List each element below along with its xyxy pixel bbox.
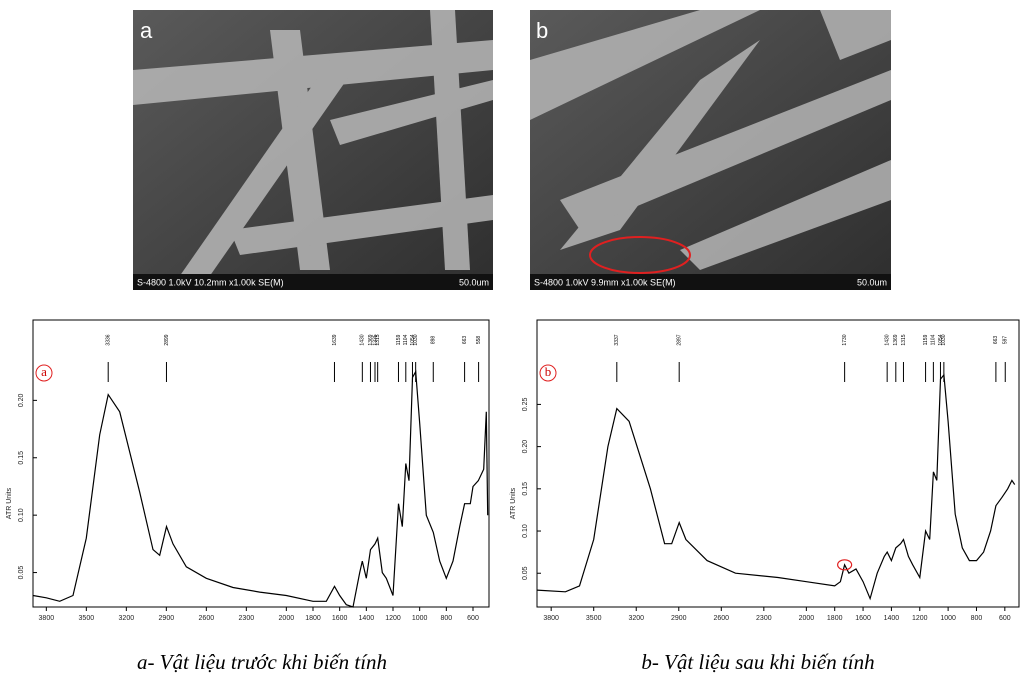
x-tick-label: 1200 [912,615,928,622]
x-tick-label: 1800 [827,615,843,622]
x-tick-label: 2600 [714,615,730,622]
x-tick-label: 1000 [412,615,428,622]
x-tick-label: 2000 [279,615,295,622]
plot-frame [32,319,490,608]
x-tick-label: 2300 [239,615,255,622]
x-tick-label: 2300 [756,615,772,622]
y-tick-label: 0.25 [522,397,529,411]
panel-label: a [41,364,47,379]
y-tick-label: 0.15 [522,482,529,496]
peak-label: 3337 [614,334,620,345]
y-tick-label: 0.20 [522,440,529,454]
x-tick-label: 3200 [119,615,135,622]
peak-label: 2897 [677,334,683,345]
peak-label: 1104 [403,334,409,345]
y-tick-label: 0.10 [18,508,25,522]
y-axis-label: ATR Units [510,487,517,519]
x-tick-label: 1600 [855,615,871,622]
peak-label: 1730 [842,334,848,345]
x-tick-label: 3500 [79,615,95,622]
x-tick-label: 1200 [385,615,401,622]
peak-label: 597 [1003,336,1009,345]
x-tick-label: 600 [999,615,1011,622]
x-tick-label: 1800 [305,615,321,622]
x-tick-label: 1400 [884,615,900,622]
x-tick-label: 2000 [799,615,815,622]
spectrum-line [32,369,489,608]
sem-scale: 50.0um [857,277,887,287]
peak-label: 1104 [931,334,937,345]
sem-info: S-4800 1.0kV 9.9mm x1.00k SE(M) [534,277,676,287]
caption: b- Vật liệu sau khi biến tính [641,650,874,674]
peak-label: 1335 [372,334,378,345]
x-tick-label: 600 [467,615,479,622]
peak-label: 1430 [884,334,890,345]
peak-label: 1159 [923,334,929,345]
peak-label: 1369 [893,334,899,345]
highlight-ring [837,559,853,571]
sem-image: b S-4800 1.0kV 9.9mm x1.00k SE(M) 50.0um [530,10,891,290]
peak-label: 3336 [106,334,112,345]
peak-label: 1030 [413,334,419,345]
sem-label: a [140,18,153,43]
peak-label: 1030 [941,334,947,345]
x-tick-label: 3500 [586,615,602,622]
peak-label: 1315 [375,334,381,345]
peak-label: 2899 [164,334,170,345]
peak-label: 1159 [396,334,402,345]
peak-label: 1639 [332,334,338,345]
x-tick-label: 2900 [159,615,175,622]
x-tick-label: 1400 [359,615,375,622]
panel-label: b [545,364,552,379]
peak-label: 1430 [360,334,366,345]
peak-label: 1054 [938,334,944,345]
y-tick-label: 0.15 [18,451,25,465]
peak-label: 558 [476,336,482,345]
y-tick-label: 0.05 [18,566,25,580]
peak-label: 663 [993,336,999,345]
y-axis-label: ATR Units [6,487,13,519]
sem-scale: 50.0um [459,277,489,287]
y-tick-label: 0.10 [522,524,529,538]
sem-label: b [536,18,548,43]
x-tick-label: 2900 [671,615,687,622]
peak-label: 1315 [901,334,907,345]
sem-image: a S-4800 1.0kV 10.2mm x1.00k SE(M) 50.0u… [133,10,493,290]
sem-info: S-4800 1.0kV 10.2mm x1.00k SE(M) [137,277,284,287]
x-tick-label: 2600 [199,615,215,622]
y-tick-label: 0.20 [18,393,25,407]
x-tick-label: 3200 [628,615,644,622]
peak-label: 1054 [410,334,416,345]
x-tick-label: 800 [440,615,452,622]
y-tick-label: 0.05 [522,566,529,580]
peak-label: 1369 [368,334,374,345]
peak-label: 898 [431,336,437,345]
panel-label-ring [539,364,557,382]
spectrum-line [536,373,1016,601]
plot-frame [536,319,1020,608]
x-tick-label: 1000 [940,615,956,622]
x-tick-label: 3800 [39,615,55,622]
peak-label: 663 [462,336,468,345]
x-tick-label: 1600 [332,615,348,622]
panel-label-ring [35,364,53,382]
caption: a- Vật liệu trước khi biến tính [137,650,387,674]
x-tick-label: 3800 [543,615,559,622]
x-tick-label: 800 [971,615,983,622]
